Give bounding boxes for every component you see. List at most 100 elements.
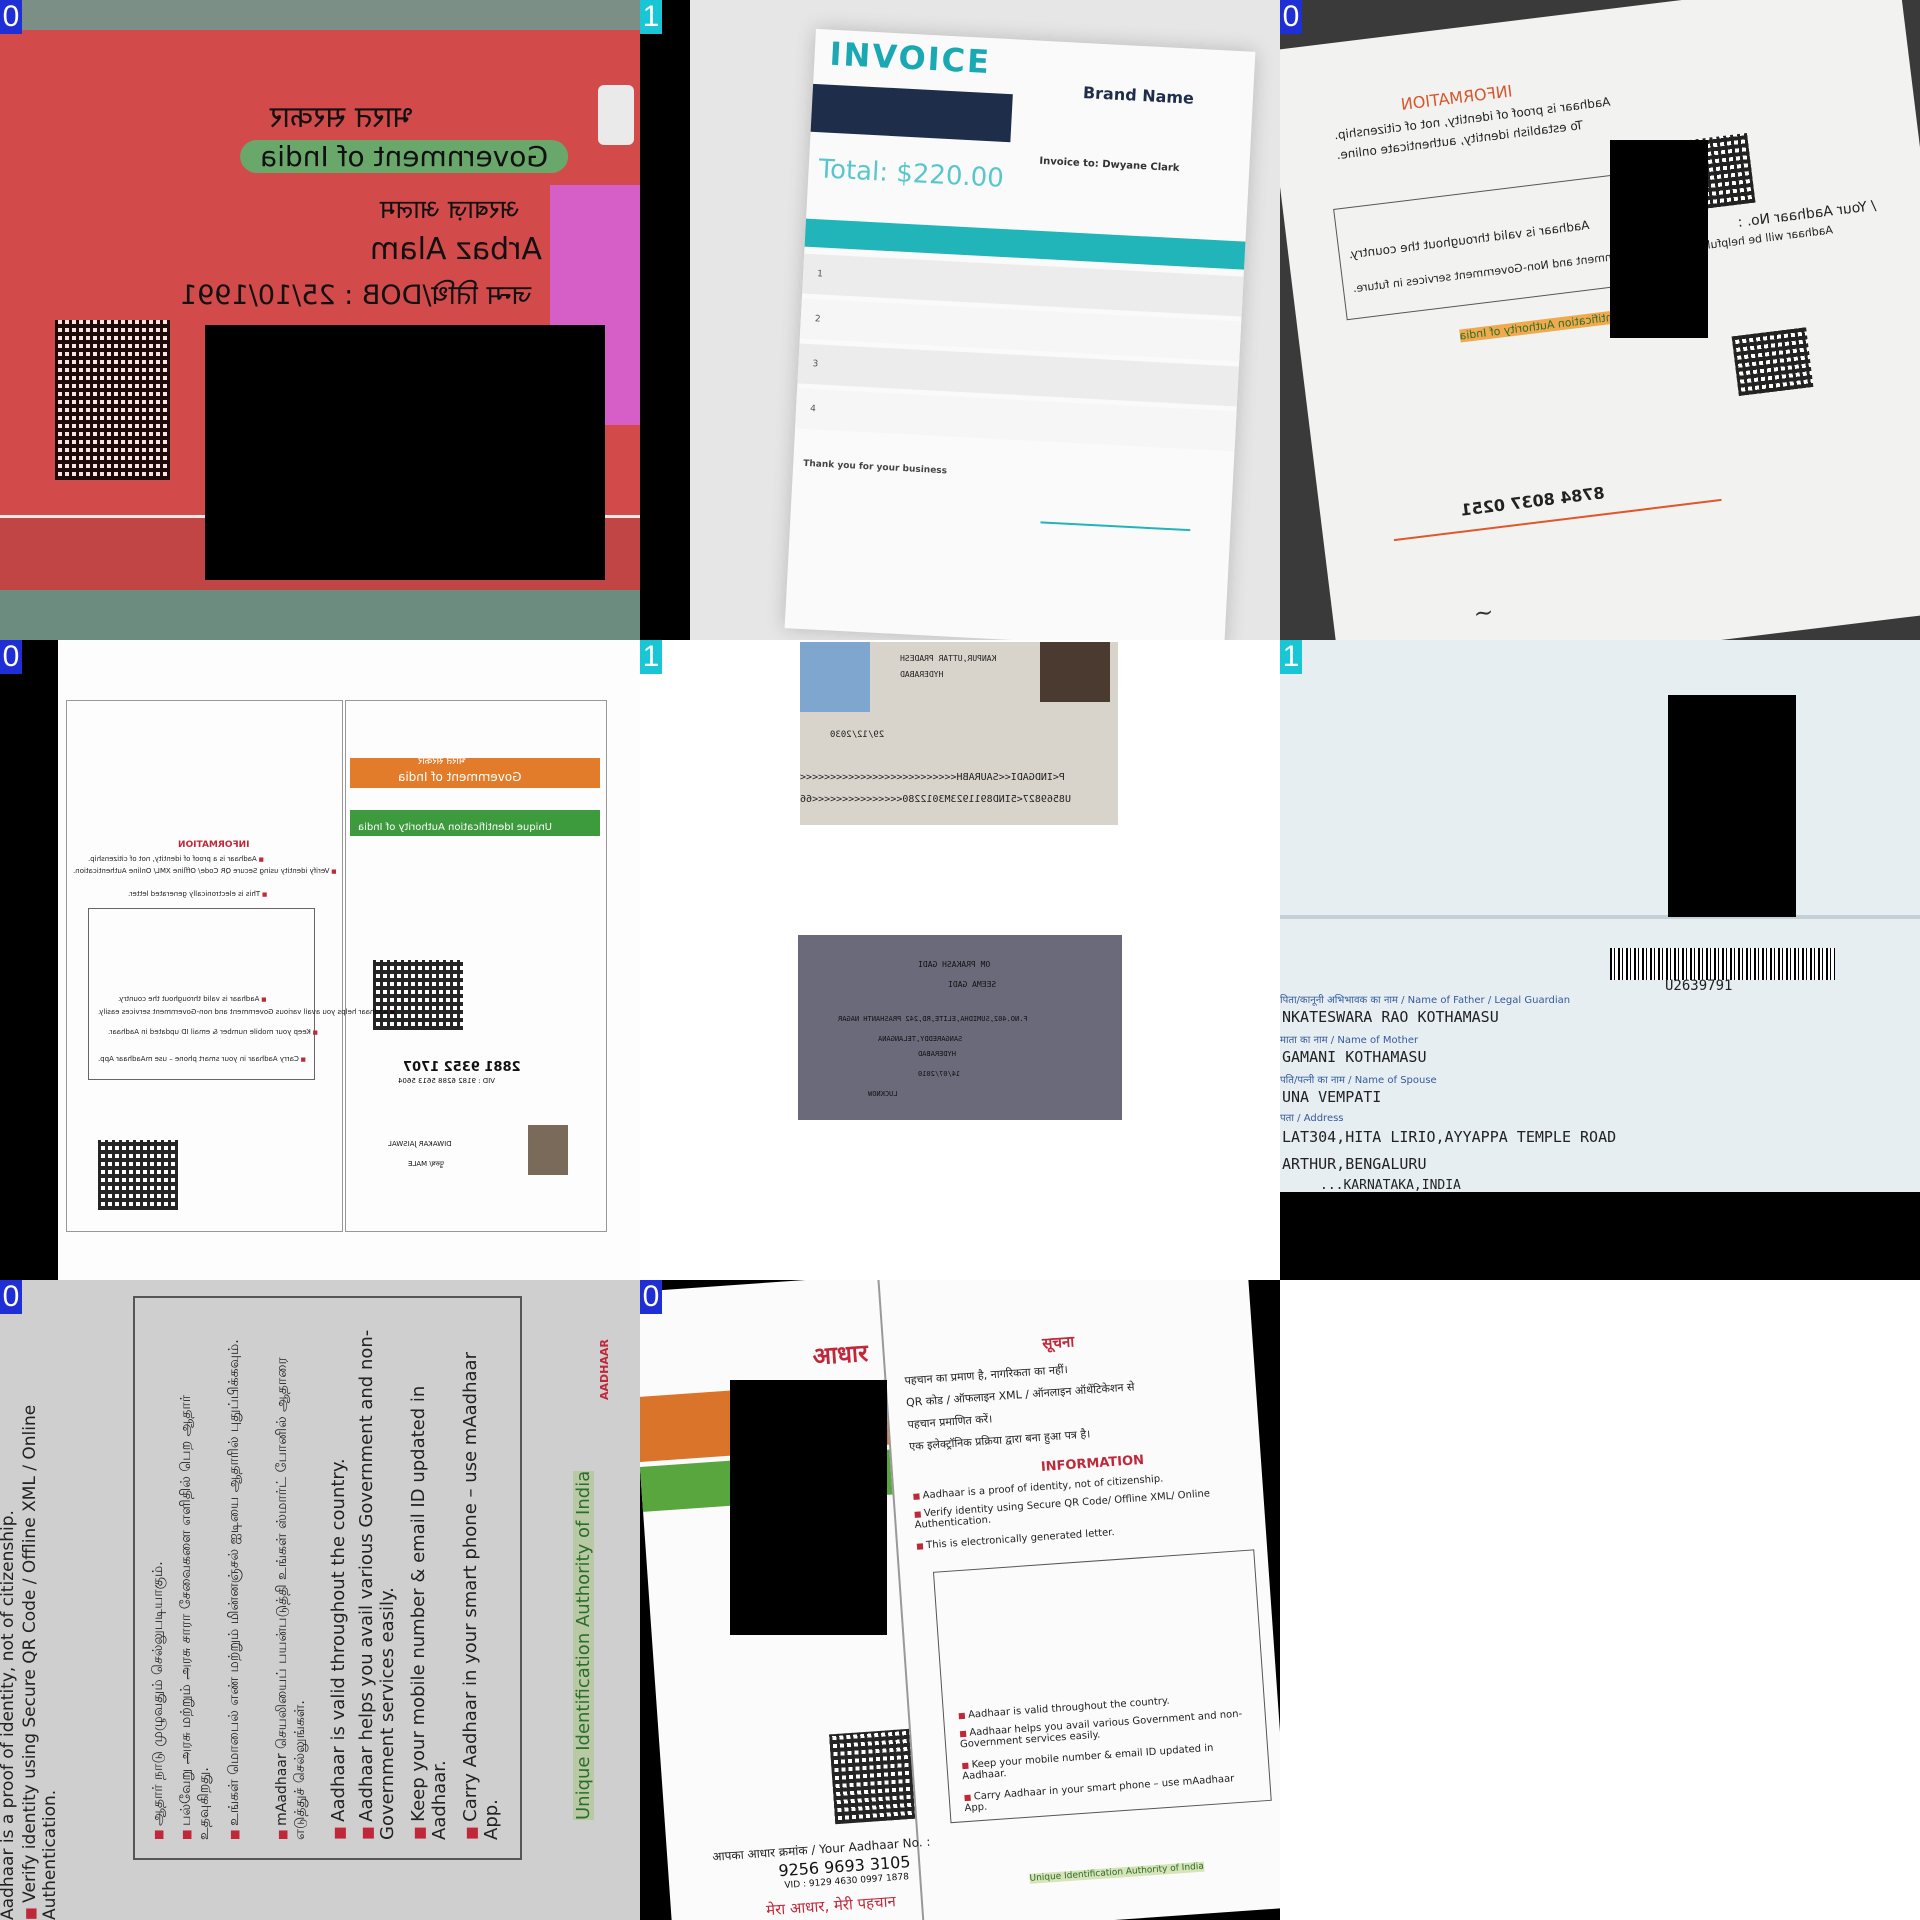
letter-paper: भारत सरकार Government of India Unique Id… — [58, 640, 640, 1280]
aadhaar-logo: AADHAAR — [598, 1339, 611, 1400]
passport-field: F.NO.402,SUMIDHA,ELITE,RD,242 PRASHANTH … — [838, 1015, 1028, 1023]
info-line: Aadhaar is valid throughout the country. — [328, 1458, 349, 1840]
tile-aadhaar-letter-hindi: 0 आधार सूचना पहचान का प्रमाण है, नागरिकत… — [640, 1280, 1280, 1920]
passport-field: LUCKNOW — [868, 1090, 898, 1098]
mrz-line-2: U8569827<5IND8911923M3012280<<<<<<<<<<<<… — [800, 794, 1071, 805]
father-name: NKATESWARA RAO KOTHAMASU — [1282, 1008, 1499, 1026]
info-line: Verify identity using Secure QR Code / O… — [20, 1300, 60, 1920]
info-bullet: Aadhaar helps you avail various Governme… — [98, 1008, 395, 1016]
aadhaar-logo: आधार — [811, 1338, 869, 1371]
mother-label: माता का नाम / Name of Mother — [1280, 1035, 1419, 1046]
holder-dob: जन्म तिथि/DOB : 25/10/1991 — [180, 280, 532, 311]
passport-field: OM PRAKASH GADI — [918, 960, 991, 969]
father-label: पिता/कानूनी अभिभावक का नाम / Name of Fat… — [1280, 995, 1571, 1006]
passport-field: 29/12/2030 — [830, 730, 885, 740]
passport-field: HYDERABAD — [900, 670, 944, 679]
redaction-box — [205, 325, 605, 580]
info-bullet: Aadhaar is valid throughout the country. — [118, 995, 266, 1003]
card-header-hindi: भारत सरकार — [270, 100, 414, 135]
passport-field: SANGAREDDY,TELANGANA — [878, 1035, 963, 1043]
passport-field: 14/07/2010 — [918, 1070, 961, 1078]
hindi-line: एक इलेक्ट्रॉनिक प्रक्रिया द्वारा बना हुआ… — [908, 1427, 1091, 1454]
qr-code — [373, 960, 463, 1030]
signature: ~ — [1471, 597, 1496, 628]
invoice-meta-block — [810, 83, 1013, 143]
info-bullet: This is electronically generated letter. — [916, 1527, 1115, 1552]
info-title: INFORMATION — [1040, 1452, 1145, 1476]
tile-label: 0 — [0, 0, 22, 34]
address-line: ARTHUR,BENGALURU — [1282, 1155, 1427, 1173]
tile-label: 1 — [640, 640, 662, 674]
address-line: ...KARNATAKA,INDIA — [1320, 1178, 1461, 1193]
header-hindi: भारत सरकार — [418, 756, 466, 767]
invoice-total: Total: $220.00 — [817, 154, 1005, 194]
info-title: INFORMATION — [178, 840, 250, 850]
orange-band — [350, 758, 600, 788]
info-box — [88, 908, 315, 1080]
hindi-line: पहचान का प्रमाण है, नागरिकता का नहीं। — [904, 1362, 1069, 1388]
redaction-box — [1610, 140, 1708, 338]
tamil-line: ஆதார் நாடு முழுவதும் செல்லுபடியாகும். — [150, 1561, 168, 1840]
spouse-label: पति/पत्नी का नाम / Name of Spouse — [1280, 1075, 1437, 1086]
spouse-name: UNA VEMPATI — [1282, 1088, 1382, 1106]
mother-name: GAMANI KOTHAMASU — [1282, 1048, 1427, 1066]
info-bullet: Keep your mobile number & email ID updat… — [108, 1028, 318, 1036]
tile-aadhaar-info-kannada: 0 INFORMATION Aadhaar is proof of identi… — [1280, 0, 1920, 640]
thanks-text: Thank you for your business — [802, 458, 948, 477]
hindi-line: पहचान प्रमाणित करें। — [907, 1412, 993, 1432]
holder-name-hindi: अरबाज़ आलम — [380, 195, 520, 225]
tile-aadhaar-letter: 0 भारत सरकार Government of India Unique … — [0, 640, 640, 1280]
tile-aadhaar-info-tamil: 0 Aadhaar is a proof of identity, not of… — [0, 1280, 640, 1920]
tile-label: 0 — [640, 1280, 662, 1314]
bottom-border — [0, 590, 640, 640]
passport-top-crop: KANPUR,UTTAR PRADESH HYDERABAD 29/12/203… — [800, 642, 1118, 825]
qr-code — [829, 1728, 916, 1825]
ghost-photo — [800, 642, 870, 712]
holder-gender: पुरुष/ MALE — [408, 1160, 444, 1168]
qr-code — [98, 1140, 178, 1210]
info-line: Aadhaar helps you avail various Governme… — [356, 1320, 398, 1840]
slogan: मेरा आधार, मेरी पहचान — [765, 1892, 897, 1920]
info-bullet: This is electronically generated letter. — [128, 890, 267, 898]
barcode — [1610, 948, 1835, 980]
redaction-box — [1668, 695, 1796, 917]
card-header-english: Government of India — [240, 140, 569, 173]
header-english: Government of India — [398, 770, 522, 784]
page-fold — [1280, 915, 1920, 919]
suchna-title: सूचना — [1041, 1332, 1075, 1353]
document-paper: INFORMATION Aadhaar is proof of identity… — [1280, 0, 1920, 640]
invoice-paper: INVOICE Brand Name Total: $220.00 Invoic… — [784, 28, 1256, 640]
passport-field: HYDERABAD — [918, 1050, 956, 1058]
tile-label: 0 — [0, 640, 22, 674]
passport-page: U2639791 पिता/कानूनी अभिभावक का नाम / Na… — [1280, 640, 1920, 1193]
aadhaar-number: 2881 9352 1707 — [403, 1060, 521, 1075]
invoice-to: Invoice to: Dwyane Clark — [1039, 155, 1180, 175]
brand-name: Brand Name — [1082, 82, 1195, 108]
tamil-line: உங்கள் மொபைல் எண் மற்றும் மின்னஞ்சல் ஐடி… — [226, 1320, 244, 1840]
uidai-footer: Unique Identification Authority of India — [1029, 1861, 1205, 1884]
qr-code — [55, 320, 170, 480]
passport-field: SEEMA GADI — [948, 980, 997, 989]
info-line: Carry Aadhaar in your smart phone – use … — [460, 1320, 502, 1840]
info-bullet: Verify identity using Secure QR Code/ Of… — [73, 867, 337, 875]
redaction-box — [730, 1380, 887, 1635]
tamil-line: பல்வேறு அரசு மற்றும் அரசு சாரா சேவைகளை எ… — [178, 1320, 214, 1840]
info-line: Aadhaar is a proof of identity, not of c… — [0, 1510, 18, 1920]
uidai-header: Unique Identification Authority of India — [573, 1470, 594, 1820]
tamil-line: mAadhaar செயலியைப் பயன்படுத்தி உங்கள் ஸ்… — [274, 1320, 310, 1840]
tile-label: 0 — [1280, 0, 1302, 34]
green-band — [350, 810, 600, 836]
total-line — [1040, 521, 1191, 532]
emblem-icon — [598, 85, 634, 145]
tile-invoice: 1 INVOICE Brand Name Total: $220.00 Invo… — [640, 0, 1280, 640]
address-label: पता / Address — [1280, 1113, 1344, 1124]
passport-bottom-crop: OM PRAKASH GADI SEEMA GADI F.NO.402,SUMI… — [798, 935, 1122, 1120]
info-line: Keep your mobile number & email ID updat… — [408, 1320, 450, 1840]
passport-field: KANPUR,UTTAR PRADESH — [900, 654, 997, 663]
holder-photo — [528, 1125, 568, 1175]
mrz-line-1: P<INDGADI<<SAURABH<<<<<<<<<<<<<<<<<<<<<<… — [800, 772, 1065, 783]
left-panel — [66, 700, 343, 1232]
invoice-title: INVOICE — [828, 34, 992, 82]
tile-passport-back-page: 1 U2639791 पिता/कानूनी अभिभावक का नाम / … — [1280, 640, 1920, 1280]
tile-passport-crops: 1 KANPUR,UTTAR PRADESH HYDERABAD 29/12/2… — [640, 640, 1280, 1280]
